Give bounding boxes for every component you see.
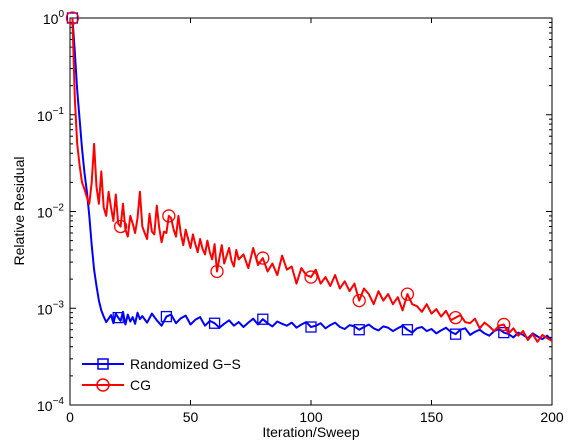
data-point-cg	[448, 310, 463, 325]
legend-label-cg: CG	[130, 377, 151, 393]
legend-entry-cg: CG	[82, 377, 151, 393]
y-tick-exponent: −1	[53, 106, 65, 117]
data-point-cg	[210, 264, 224, 279]
data-point-randomized-gs	[449, 328, 462, 340]
data-point-cg	[400, 287, 415, 301]
data-point-cg	[113, 219, 128, 234]
y-tick-label: 10−1	[37, 106, 64, 124]
x-tick-label: 200	[540, 409, 564, 425]
y-tick-label: 10−2	[37, 203, 64, 221]
y-tick-base: 10	[37, 205, 53, 221]
x-tick-label: 100	[299, 409, 323, 425]
y-tick-exponent: −4	[53, 396, 65, 407]
data-point-cg	[497, 317, 511, 332]
x-tick-label: 0	[66, 409, 74, 425]
legend-marker-square	[97, 358, 109, 370]
data-point-randomized-gs	[160, 310, 173, 323]
data-point-cg	[162, 209, 176, 223]
data-point-cg	[352, 293, 366, 308]
legend-marker-circle	[96, 378, 110, 392]
y-tick-base: 10	[43, 11, 59, 27]
data-point-randomized-gs	[305, 321, 317, 333]
y-axis-label: Relative Residual	[11, 157, 27, 266]
data-point-randomized-gs	[208, 317, 221, 329]
y-tick-base: 10	[37, 398, 53, 414]
y-tick-exponent: −3	[53, 299, 65, 310]
y-tick-label: 10−3	[37, 299, 64, 317]
data-point-randomized-gs	[353, 324, 365, 336]
legend-label-randomized-gs: Randomized G−S	[130, 356, 241, 372]
data-point-randomized-gs	[401, 324, 414, 336]
x-tick-label: 50	[183, 409, 199, 425]
y-tick-exponent: 0	[58, 9, 64, 20]
y-tick-base: 10	[37, 301, 53, 317]
data-point-randomized-gs	[257, 313, 269, 325]
y-tick-exponent: −2	[53, 203, 65, 214]
data-point-randomized-gs	[112, 311, 124, 324]
y-tick-label: 100	[43, 9, 65, 27]
x-tick-label: 150	[420, 409, 444, 425]
series-line-cg	[71, 17, 553, 343]
data-point-cg	[65, 11, 80, 25]
legend-entry-randomized-gs: Randomized G−S	[82, 356, 241, 372]
data-point-cg	[256, 251, 270, 265]
plot-frame	[69, 17, 553, 406]
y-tick-base: 10	[37, 108, 53, 124]
y-tick-label: 10−4	[37, 396, 64, 414]
legend: Randomized G−S CG	[75, 354, 241, 398]
series-line-randomized-gs	[71, 17, 553, 342]
x-axis-label: Iteration/Sweep	[262, 424, 359, 440]
data-point-cg	[304, 270, 318, 284]
